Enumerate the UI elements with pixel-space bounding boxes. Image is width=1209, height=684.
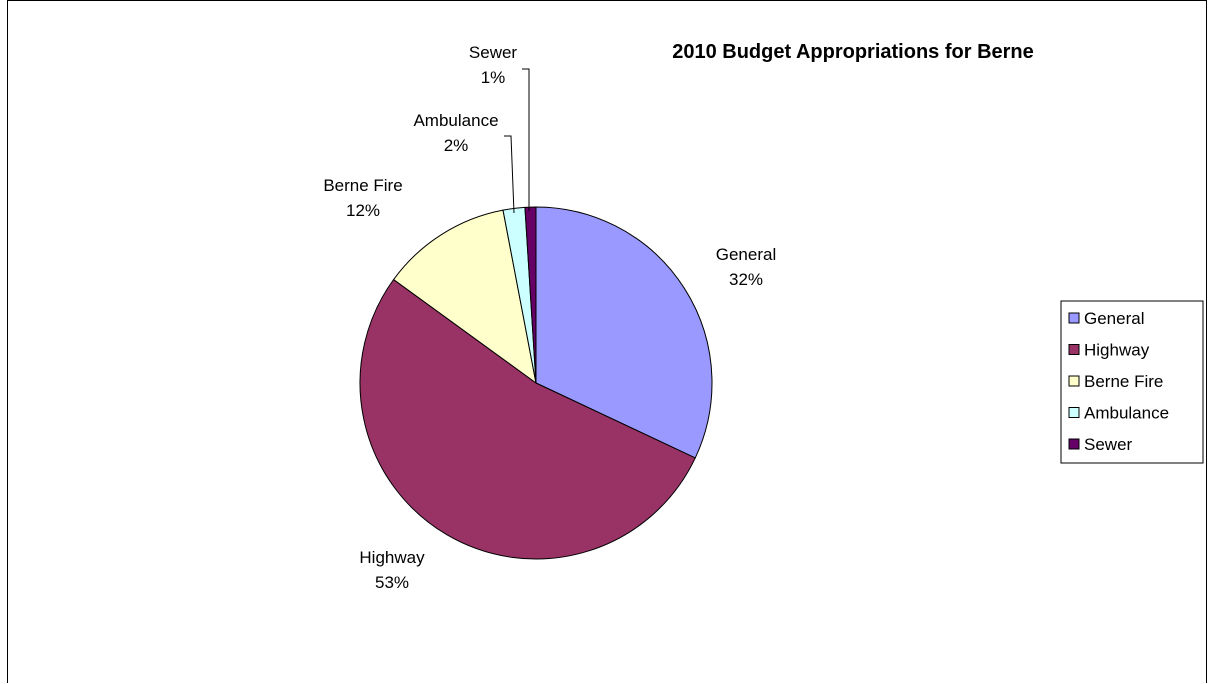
data-label-name: Sewer <box>469 43 518 62</box>
data-label-name: Ambulance <box>413 111 498 130</box>
data-labels: General 32% Highway 53% Berne Fire 12% Ambulan… <box>323 43 776 592</box>
legend-box <box>1060 300 1204 464</box>
legend-label: Highway <box>1084 341 1150 360</box>
legend-swatch <box>1068 312 1080 324</box>
legend: General Highway Berne Fire Ambulance Sewer <box>1060 300 1204 464</box>
leader-line <box>522 68 530 211</box>
legend-swatch <box>1068 375 1080 387</box>
data-label-percent: 53% <box>375 573 409 592</box>
pie-slice-highway <box>359 278 696 560</box>
pie-slices <box>359 206 713 560</box>
pie-chart: 2010 Budget Appropriations for Berne Gen… <box>323 41 1204 592</box>
data-label-name: Berne Fire <box>323 176 402 195</box>
legend-label: Sewer <box>1084 435 1133 454</box>
legend-swatch <box>1068 344 1080 355</box>
leader-line <box>504 135 515 214</box>
legend-label: General <box>1084 309 1144 328</box>
data-label-percent: 2% <box>444 136 469 155</box>
legend-swatch <box>1068 438 1080 450</box>
pie-slice-berne-fire <box>392 209 537 385</box>
legend-label: Ambulance <box>1084 404 1169 423</box>
data-label-percent: 1% <box>481 68 506 87</box>
data-label-name: Highway <box>359 548 425 567</box>
data-label-name: General <box>716 245 776 264</box>
data-label-percent: 32% <box>729 270 763 289</box>
data-label-percent: 12% <box>346 201 380 220</box>
leader-lines <box>504 68 530 214</box>
legend-swatch <box>1068 407 1080 418</box>
pie-slice-general <box>535 206 713 459</box>
legend-label: Berne Fire <box>1084 372 1163 391</box>
chart-title: 2010 Budget Appropriations for Berne <box>672 41 1034 63</box>
chart-frame: 2010 Budget Appropriations for Berne Gen… <box>7 0 1207 683</box>
pie-slice-sewer <box>524 206 537 384</box>
